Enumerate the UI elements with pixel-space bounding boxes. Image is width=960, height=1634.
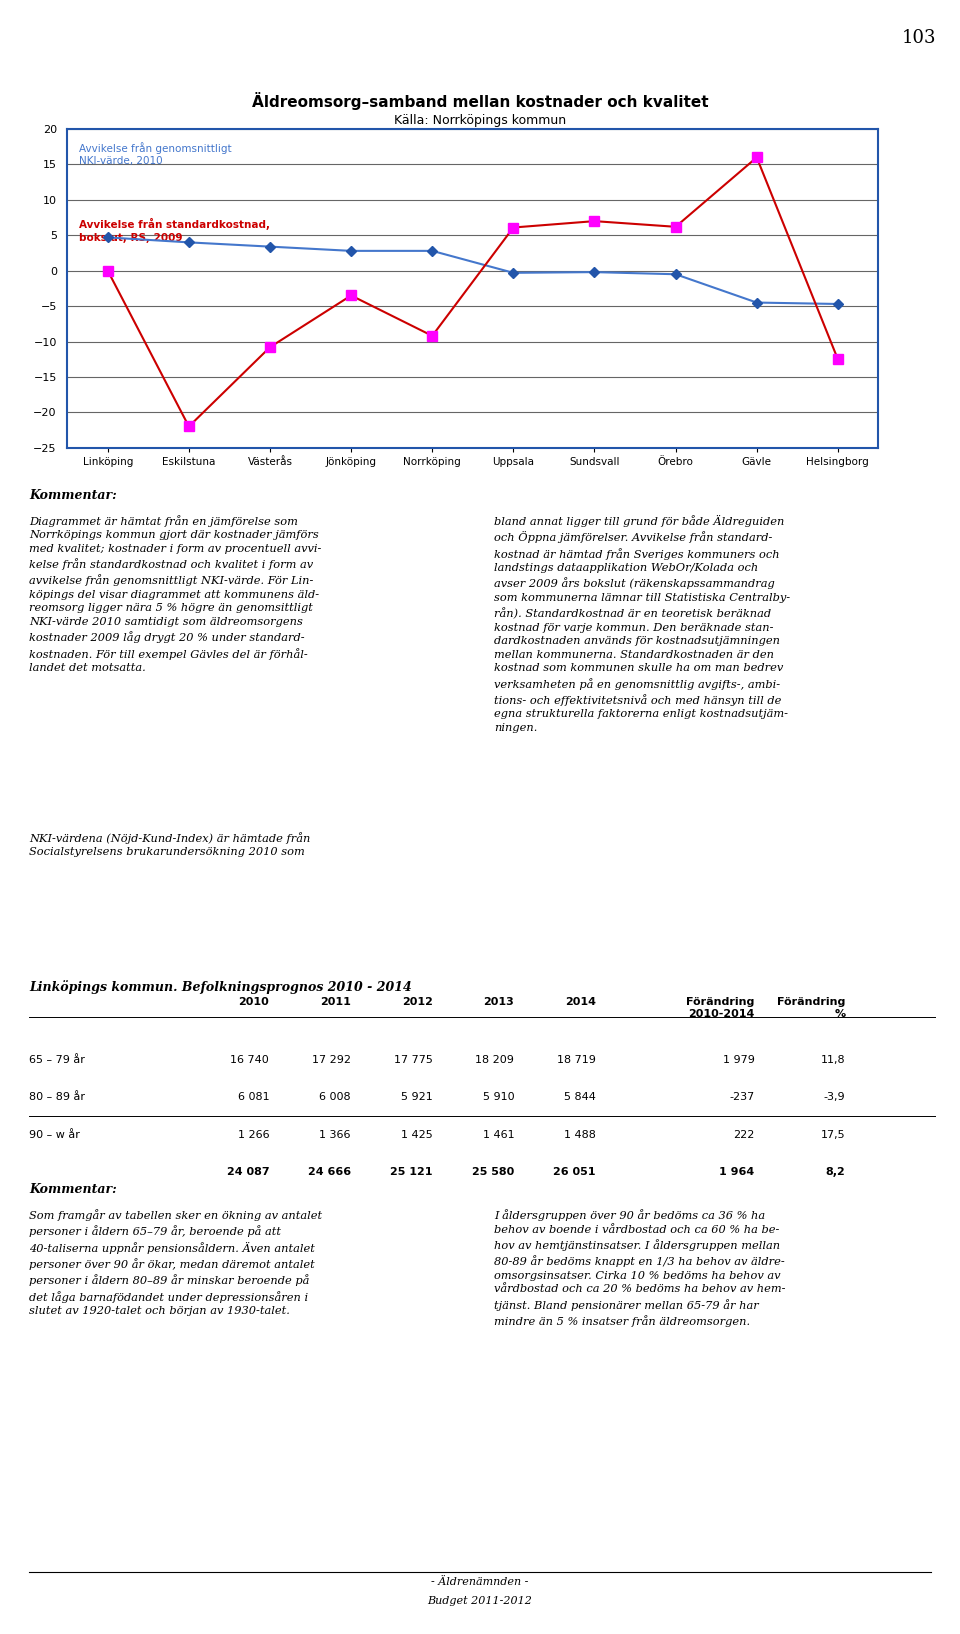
Text: 222: 222 bbox=[733, 1129, 755, 1139]
Text: 1 964: 1 964 bbox=[719, 1167, 755, 1176]
Text: 6 081: 6 081 bbox=[237, 1092, 269, 1103]
Text: Som framgår av tabellen sker en ökning av antalet
personer i åldern 65–79 år, be: Som framgår av tabellen sker en ökning a… bbox=[29, 1209, 322, 1315]
Text: 24 666: 24 666 bbox=[308, 1167, 350, 1176]
Text: Avvikelse från genomsnittligt
NKI-värde, 2010: Avvikelse från genomsnittligt NKI-värde,… bbox=[80, 142, 232, 167]
Text: 2010: 2010 bbox=[238, 997, 269, 1007]
Text: Avvikelse från standardkostnad,
bokslut, RS, 2009: Avvikelse från standardkostnad, bokslut,… bbox=[80, 219, 271, 243]
Text: 103: 103 bbox=[901, 29, 936, 47]
Text: Diagrammet är hämtat från en jämförelse som
Norrköpings kommun gjort där kostnad: Diagrammet är hämtat från en jämförelse … bbox=[29, 515, 322, 673]
Text: 5 921: 5 921 bbox=[400, 1092, 433, 1103]
Text: Förändring
%: Förändring % bbox=[777, 997, 845, 1018]
Text: Linköpings kommun. Befolkningsprognos 2010 - 2014: Linköpings kommun. Befolkningsprognos 20… bbox=[29, 980, 412, 995]
Text: Budget 2011-2012: Budget 2011-2012 bbox=[427, 1596, 533, 1606]
Text: 1 425: 1 425 bbox=[400, 1129, 433, 1139]
Text: 1 366: 1 366 bbox=[320, 1129, 350, 1139]
Text: Äldreomsorg–samband mellan kostnader och kvalitet: Äldreomsorg–samband mellan kostnader och… bbox=[252, 92, 708, 109]
Text: 1 266: 1 266 bbox=[237, 1129, 269, 1139]
Text: 2011: 2011 bbox=[320, 997, 350, 1007]
Text: 16 740: 16 740 bbox=[230, 1056, 269, 1065]
Text: 1 979: 1 979 bbox=[723, 1056, 755, 1065]
Text: I åldersgruppen över 90 år bedöms ca 36 % ha
behov av boende i vårdbostad och ca: I åldersgruppen över 90 år bedöms ca 36 … bbox=[494, 1209, 786, 1327]
Text: 18 719: 18 719 bbox=[557, 1056, 596, 1065]
Text: 1 461: 1 461 bbox=[483, 1129, 515, 1139]
Text: 90 – w år: 90 – w år bbox=[29, 1129, 80, 1139]
Text: 1 488: 1 488 bbox=[564, 1129, 596, 1139]
Text: Källa: Norrköpings kommun: Källa: Norrköpings kommun bbox=[394, 114, 566, 127]
Text: 17 775: 17 775 bbox=[394, 1056, 433, 1065]
Text: 80 – 89 år: 80 – 89 år bbox=[29, 1092, 84, 1103]
Text: 5 844: 5 844 bbox=[564, 1092, 596, 1103]
Text: 2014: 2014 bbox=[564, 997, 596, 1007]
Text: -3,9: -3,9 bbox=[824, 1092, 845, 1103]
Text: 18 209: 18 209 bbox=[475, 1056, 515, 1065]
Text: Kommentar:: Kommentar: bbox=[29, 1183, 116, 1196]
Text: Förändring
2010-2014: Förändring 2010-2014 bbox=[686, 997, 755, 1018]
Text: - Äldrenämnden -: - Äldrenämnden - bbox=[431, 1577, 529, 1587]
Text: 6 008: 6 008 bbox=[320, 1092, 350, 1103]
Text: 26 051: 26 051 bbox=[553, 1167, 596, 1176]
Text: NKI-värdena (Nöjd-Kund-Index) är hämtade från
Socialstyrelsens brukarundersöknin: NKI-värdena (Nöjd-Kund-Index) är hämtade… bbox=[29, 832, 310, 858]
Text: Kommentar:: Kommentar: bbox=[29, 489, 116, 502]
Text: 2013: 2013 bbox=[484, 997, 515, 1007]
Text: 24 087: 24 087 bbox=[227, 1167, 269, 1176]
Text: 11,8: 11,8 bbox=[821, 1056, 845, 1065]
Text: 17 292: 17 292 bbox=[312, 1056, 350, 1065]
Text: 17,5: 17,5 bbox=[821, 1129, 845, 1139]
Text: 25 121: 25 121 bbox=[390, 1167, 433, 1176]
Text: 2012: 2012 bbox=[401, 997, 433, 1007]
Text: bland annat ligger till grund för både Äldreguiden
och Öppna jämförelser. Avvike: bland annat ligger till grund för både Ä… bbox=[494, 515, 790, 734]
Text: 8,2: 8,2 bbox=[826, 1167, 845, 1176]
Text: 5 910: 5 910 bbox=[483, 1092, 515, 1103]
Text: 65 – 79 år: 65 – 79 år bbox=[29, 1056, 84, 1065]
Text: -237: -237 bbox=[730, 1092, 755, 1103]
Text: 25 580: 25 580 bbox=[472, 1167, 515, 1176]
